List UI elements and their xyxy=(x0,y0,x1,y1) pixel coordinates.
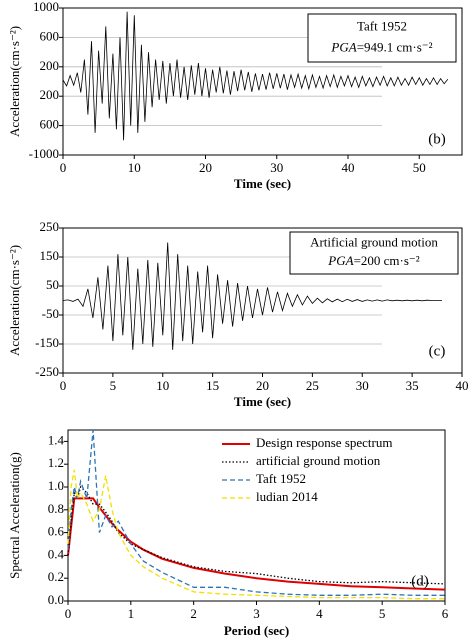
x-tick-label: 20 xyxy=(199,160,212,175)
series-line xyxy=(67,497,446,591)
pga-value: =949.1 cm·s⁻² xyxy=(357,40,433,55)
x-tick-label: 4 xyxy=(316,606,323,621)
x-tick-label: 0 xyxy=(60,160,67,175)
y-tick-label: 1.0 xyxy=(48,478,64,493)
pga-text: PGA=200 cm·s⁻² xyxy=(327,253,419,268)
x-axis-label: Time (sec) xyxy=(234,394,291,409)
x-tick-label: 6 xyxy=(442,606,449,621)
annotation-box xyxy=(289,231,459,275)
annotation: Taft 1952 xyxy=(357,18,407,33)
legend-label: artificial ground motion xyxy=(256,453,381,468)
series-line xyxy=(62,11,449,141)
x-tick-label: 10 xyxy=(156,378,169,393)
x-axis-label: Period (sec) xyxy=(224,623,289,638)
y-tick-label: 200 xyxy=(40,87,60,102)
y-axis-label: Acceleration(cm·s⁻²) xyxy=(7,245,22,356)
pga-label: PGA xyxy=(327,253,353,268)
legend-label: Taft 1952 xyxy=(256,471,306,486)
pga-label: PGA xyxy=(330,40,356,55)
y-tick-label: 1.2 xyxy=(48,455,64,470)
y-tick-label: -1000 xyxy=(29,146,59,161)
plot-frame xyxy=(67,429,446,602)
panel-label: (c) xyxy=(429,343,446,359)
x-tick-label: 0 xyxy=(60,378,67,393)
x-tick-label: 40 xyxy=(342,160,355,175)
x-tick-label: 2 xyxy=(190,606,197,621)
pga-value: =200 cm·s⁻² xyxy=(354,253,420,268)
y-tick-label: 1.4 xyxy=(48,432,65,447)
panel-label: (b) xyxy=(428,131,446,147)
plot-frame xyxy=(62,7,463,156)
y-tick-label: 200 xyxy=(40,58,60,73)
series-line xyxy=(67,469,445,600)
pga-text: PGA=949.1 cm·s⁻² xyxy=(330,40,432,55)
y-tick-label: 150 xyxy=(40,248,60,263)
x-tick-label: 3 xyxy=(253,606,260,621)
y-tick-label: 600 xyxy=(40,117,60,132)
annotation: Artificial ground motion xyxy=(310,235,438,250)
x-tick-label: 40 xyxy=(456,378,469,393)
annotation-box xyxy=(307,13,457,63)
panel-label: (d) xyxy=(411,573,429,589)
x-tick-label: 0 xyxy=(65,606,72,621)
y-axis-label: Spectral Acceleration(g) xyxy=(7,452,22,579)
y-axis-label: Acceleration(cm·s⁻²) xyxy=(7,26,22,137)
y-tick-label: 1000 xyxy=(33,0,59,14)
series-line xyxy=(67,485,446,585)
x-tick-label: 50 xyxy=(413,160,426,175)
y-tick-label: 600 xyxy=(40,28,60,43)
y-tick-label: 0.6 xyxy=(48,524,65,539)
x-tick-label: 25 xyxy=(306,378,319,393)
x-tick-label: 5 xyxy=(110,378,117,393)
y-tick-label: -50 xyxy=(42,306,59,321)
y-tick-label: 50 xyxy=(46,277,59,292)
x-tick-label: 10 xyxy=(128,160,141,175)
y-tick-label: -150 xyxy=(35,335,59,350)
y-tick-label: 250 xyxy=(40,219,60,234)
x-tick-label: 5 xyxy=(379,606,386,621)
series-line xyxy=(62,242,442,350)
x-tick-label: 30 xyxy=(270,160,283,175)
y-tick-label: 0.2 xyxy=(48,569,64,584)
x-tick-label: 20 xyxy=(256,378,269,393)
y-tick-label: 0.0 xyxy=(48,592,64,607)
x-tick-label: 30 xyxy=(356,378,369,393)
y-tick-label: 0.8 xyxy=(48,501,64,516)
y-tick-label: -250 xyxy=(35,364,59,379)
x-tick-label: 1 xyxy=(128,606,135,621)
x-axis-label: Time (sec) xyxy=(234,176,291,191)
series-line xyxy=(67,429,445,596)
legend-label: Design response spectrum xyxy=(256,435,392,450)
legend-label: ludian 2014 xyxy=(256,489,318,504)
y-tick-label: 0.4 xyxy=(48,546,65,561)
x-tick-label: 15 xyxy=(206,378,219,393)
x-tick-label: 35 xyxy=(406,378,419,393)
